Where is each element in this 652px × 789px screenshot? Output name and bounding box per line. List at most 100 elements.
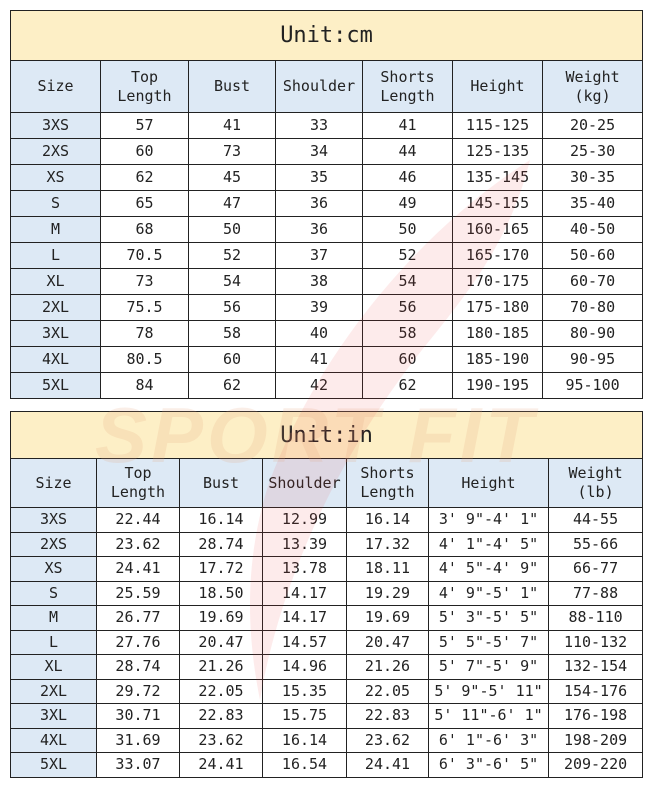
table-row: 3XL 30.71 22.83 15.75 22.83 5' 11"-6' 1" 176-1… xyxy=(10,703,644,729)
value-cell: 16.14 xyxy=(346,507,429,533)
value-cell: 16.54 xyxy=(262,752,347,778)
value-cell: 154-176 xyxy=(547,678,644,704)
value-cell: 20.47 xyxy=(179,629,263,655)
value-cell: 47 xyxy=(188,190,276,217)
column-header: Top Length xyxy=(100,60,189,113)
value-cell: 165-170 xyxy=(452,242,543,269)
value-cell: 21.26 xyxy=(346,654,429,680)
value-cell: 36 xyxy=(275,216,363,243)
value-cell: 14.57 xyxy=(262,629,347,655)
value-cell: 41 xyxy=(362,112,453,139)
value-cell: 46 xyxy=(362,164,453,191)
size-cell: S xyxy=(10,580,97,606)
value-cell: 40 xyxy=(275,320,363,347)
value-cell: 160-165 xyxy=(452,216,543,243)
value-cell: 33.07 xyxy=(96,752,180,778)
value-cell: 52 xyxy=(362,242,453,269)
size-cell: 4XL xyxy=(10,727,97,753)
table-row: 3XS 57 41 33 41 115-125 20-25 xyxy=(10,112,644,139)
size-cell: 5XL xyxy=(10,752,97,778)
table-row: 4XL 80.5 60 41 60 185-190 90-95 xyxy=(10,346,644,373)
size-cell: XL xyxy=(10,268,101,295)
table-row: S 65 47 36 49 145-155 35-40 xyxy=(10,190,644,217)
table-row: 3XL 78 58 40 58 180-185 80-90 xyxy=(10,320,644,347)
size-cell: 4XL xyxy=(10,346,101,373)
value-cell: 14.96 xyxy=(262,654,347,680)
table-row: 2XS 23.62 28.74 13.39 17.32 4' 1"-4' 5" 55-66 xyxy=(10,531,644,557)
value-cell: 70-80 xyxy=(541,294,644,321)
size-cell: XS xyxy=(10,164,101,191)
column-header-line: Top xyxy=(124,464,152,482)
value-cell: 18.50 xyxy=(179,580,263,606)
value-cell: 57 xyxy=(100,112,189,139)
value-cell: 25-30 xyxy=(541,138,644,165)
value-cell: 52 xyxy=(188,242,276,269)
value-cell: 55-66 xyxy=(547,531,644,557)
value-cell: 58 xyxy=(188,320,276,347)
size-cell: 3XS xyxy=(10,507,97,533)
value-cell: 23.62 xyxy=(96,531,180,557)
table-row: M 26.77 19.69 14.17 19.69 5' 3"-5' 5" 88-110 xyxy=(10,605,644,631)
value-cell: 88-110 xyxy=(547,605,644,631)
value-cell: 132-154 xyxy=(547,654,644,680)
value-cell: 22.05 xyxy=(346,678,429,704)
value-cell: 95-100 xyxy=(541,372,644,399)
table-row: 5XL 33.07 24.41 16.54 24.41 6' 3"-6' 5" 209-22… xyxy=(10,752,644,778)
size-cell: 2XL xyxy=(10,678,97,704)
value-cell: 75.5 xyxy=(100,294,189,321)
size-cell: XL xyxy=(10,654,97,680)
value-cell: 22.44 xyxy=(96,507,180,533)
column-header-line: (lb) xyxy=(577,483,614,501)
column-header-line: Length xyxy=(380,86,435,105)
value-cell: 31.69 xyxy=(96,727,180,753)
value-cell: 22.83 xyxy=(346,703,429,729)
size-cell: L xyxy=(10,629,97,655)
table-row: XL 28.74 21.26 14.96 21.26 5' 7"-5' 9" 132-154 xyxy=(10,654,644,680)
value-cell: 54 xyxy=(188,268,276,295)
column-header: Shorts Length xyxy=(362,60,453,113)
header-row: Size Top Length Bust Shoulder Shorts Length Hei… xyxy=(10,458,644,508)
size-cell: 3XS xyxy=(10,112,101,139)
size-cell: 2XS xyxy=(10,531,97,557)
value-cell: 17.72 xyxy=(179,556,263,582)
value-cell: 17.32 xyxy=(346,531,429,557)
value-cell: 29.72 xyxy=(96,678,180,704)
column-header-line: Length xyxy=(117,86,172,105)
value-cell: 80-90 xyxy=(541,320,644,347)
value-cell: 4' 9"-5' 1" xyxy=(428,580,549,606)
value-cell: 5' 11"-6' 1" xyxy=(428,703,549,729)
value-cell: 15.35 xyxy=(262,678,347,704)
value-cell: 209-220 xyxy=(547,752,644,778)
value-cell: 18.11 xyxy=(346,556,429,582)
size-cell: S xyxy=(10,190,101,217)
value-cell: 5' 7"-5' 9" xyxy=(428,654,549,680)
value-cell: 44-55 xyxy=(547,507,644,533)
table-row: XS 24.41 17.72 13.78 18.11 4' 5"-4' 9" 66-77 xyxy=(10,556,644,582)
value-cell: 42 xyxy=(275,372,363,399)
value-cell: 90-95 xyxy=(541,346,644,373)
value-cell: 19.69 xyxy=(179,605,263,631)
value-cell: 73 xyxy=(188,138,276,165)
column-header-line: Shoulder xyxy=(282,77,356,95)
value-cell: 33 xyxy=(275,112,363,139)
column-header-line: Shorts xyxy=(360,464,415,482)
value-cell: 16.14 xyxy=(179,507,263,533)
column-header: Top Length xyxy=(96,458,180,508)
value-cell: 6' 1"-6' 3" xyxy=(428,727,549,753)
column-header-line: Height xyxy=(461,473,516,492)
table-row: 4XL 31.69 23.62 16.14 23.62 6' 1"-6' 3" 198-20… xyxy=(10,727,644,753)
value-cell: 6' 3"-6' 5" xyxy=(428,752,549,778)
column-header-line: Weight xyxy=(565,67,620,86)
value-cell: 50 xyxy=(362,216,453,243)
size-cell: 3XL xyxy=(10,320,101,347)
value-cell: 175-180 xyxy=(452,294,543,321)
value-cell: 20-25 xyxy=(541,112,644,139)
table-row: 2XL 75.5 56 39 56 175-180 70-80 xyxy=(10,294,644,321)
value-cell: 110-132 xyxy=(547,629,644,655)
table-row: XS 62 45 35 46 135-145 30-35 xyxy=(10,164,644,191)
size-cell: 2XL xyxy=(10,294,101,321)
value-cell: 190-195 xyxy=(452,372,543,399)
column-header-line: Bust xyxy=(213,77,251,95)
value-cell: 60 xyxy=(100,138,189,165)
value-cell: 3' 9"-4' 1" xyxy=(428,507,549,533)
